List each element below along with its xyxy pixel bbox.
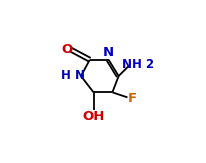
Text: H N: H N: [61, 69, 85, 82]
Text: N: N: [103, 46, 114, 59]
Text: F: F: [127, 92, 136, 105]
Text: OH: OH: [82, 110, 104, 123]
Text: NH 2: NH 2: [122, 58, 153, 71]
Text: O: O: [61, 43, 72, 56]
